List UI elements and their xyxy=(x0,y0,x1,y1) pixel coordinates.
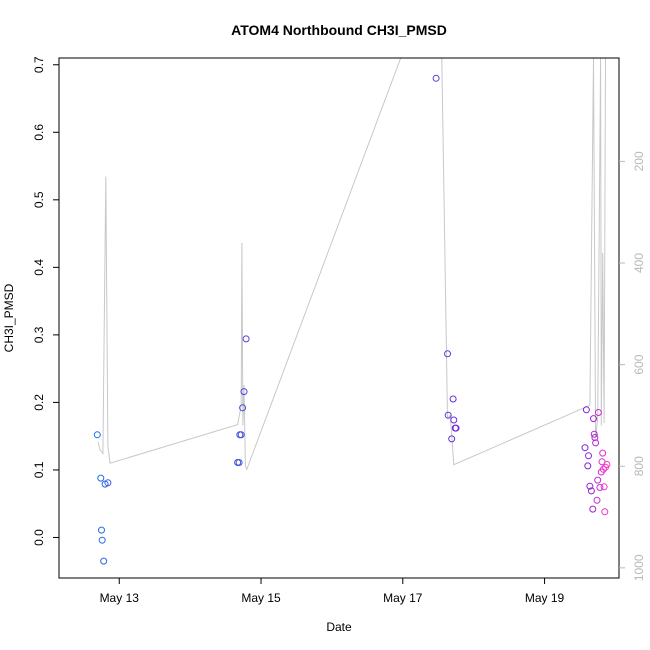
data-point xyxy=(596,484,604,491)
data-point xyxy=(590,430,598,438)
data-point xyxy=(584,462,592,470)
y-right-tick-label: 800 xyxy=(632,456,646,476)
y-right-tick-label: 1000 xyxy=(632,554,646,581)
data-point xyxy=(449,395,457,403)
data-point xyxy=(98,526,105,534)
y-tick-label: 0.3 xyxy=(32,326,46,343)
x-tick-label: May 15 xyxy=(241,591,281,605)
data-point xyxy=(98,536,106,544)
data-point xyxy=(585,452,592,460)
data-point xyxy=(599,449,607,457)
data-point xyxy=(104,479,112,487)
y-axis-label: CH3I_PMSD xyxy=(2,283,16,352)
y-tick-label: 0.5 xyxy=(32,191,46,208)
data-point xyxy=(239,404,247,412)
data-point xyxy=(452,424,460,432)
x-axis-label: Date xyxy=(326,620,352,634)
plot-area xyxy=(93,58,611,565)
data-point xyxy=(591,434,599,441)
data-point xyxy=(601,508,609,516)
data-point xyxy=(590,415,597,423)
y-axis: 0.0 0.1 0.2 0.3 0.4 0.5 0.6 0.7 xyxy=(32,56,59,546)
data-point xyxy=(593,496,601,504)
y-right-tick-label: 400 xyxy=(632,253,646,273)
plot-frame xyxy=(58,57,620,579)
data-point xyxy=(235,459,243,466)
data-point xyxy=(603,461,611,468)
y-tick-label: 0.2 xyxy=(32,394,46,411)
data-point xyxy=(582,406,590,414)
y-axis-right: 200 400 600 800 1000 xyxy=(619,151,646,581)
y-tick-label: 0.4 xyxy=(32,259,46,276)
data-point xyxy=(599,465,607,473)
data-point xyxy=(444,350,451,358)
data-point xyxy=(586,482,594,490)
data-point xyxy=(237,431,245,439)
data-point xyxy=(100,557,108,565)
x-tick-label: May 17 xyxy=(383,591,423,605)
data-point xyxy=(432,74,440,82)
data-points-layer xyxy=(93,74,611,565)
data-point xyxy=(450,416,458,424)
chart-title: ATOM4 Northbound CH3I_PMSD xyxy=(231,22,447,38)
y-right-tick-label: 200 xyxy=(632,151,646,171)
data-point xyxy=(240,388,248,396)
data-point xyxy=(93,431,101,439)
y-tick-label: 0.7 xyxy=(32,56,46,73)
data-point xyxy=(600,483,608,491)
data-point xyxy=(587,487,595,495)
data-point xyxy=(594,409,602,416)
data-point xyxy=(444,411,452,419)
data-point xyxy=(592,439,600,447)
altitude-trace-line xyxy=(97,58,606,471)
x-tick-label: May 13 xyxy=(100,591,140,605)
x-axis: May 13 May 15 May 17 May 19 xyxy=(100,578,565,605)
y-tick-label: 0.1 xyxy=(32,461,46,478)
data-point xyxy=(97,474,105,482)
altitude-trace-layer xyxy=(97,58,606,471)
data-point xyxy=(448,435,456,443)
y-tick-label: 0.0 xyxy=(32,529,46,546)
y-tick-label: 0.6 xyxy=(32,124,46,141)
data-point xyxy=(581,444,589,452)
data-point xyxy=(589,505,597,513)
x-tick-label: May 19 xyxy=(525,591,565,605)
y-right-tick-label: 600 xyxy=(632,354,646,374)
data-point xyxy=(594,476,602,484)
data-point xyxy=(242,335,250,343)
